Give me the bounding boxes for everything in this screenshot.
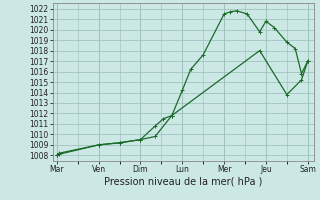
X-axis label: Pression niveau de la mer( hPa ): Pression niveau de la mer( hPa ) <box>104 177 262 187</box>
